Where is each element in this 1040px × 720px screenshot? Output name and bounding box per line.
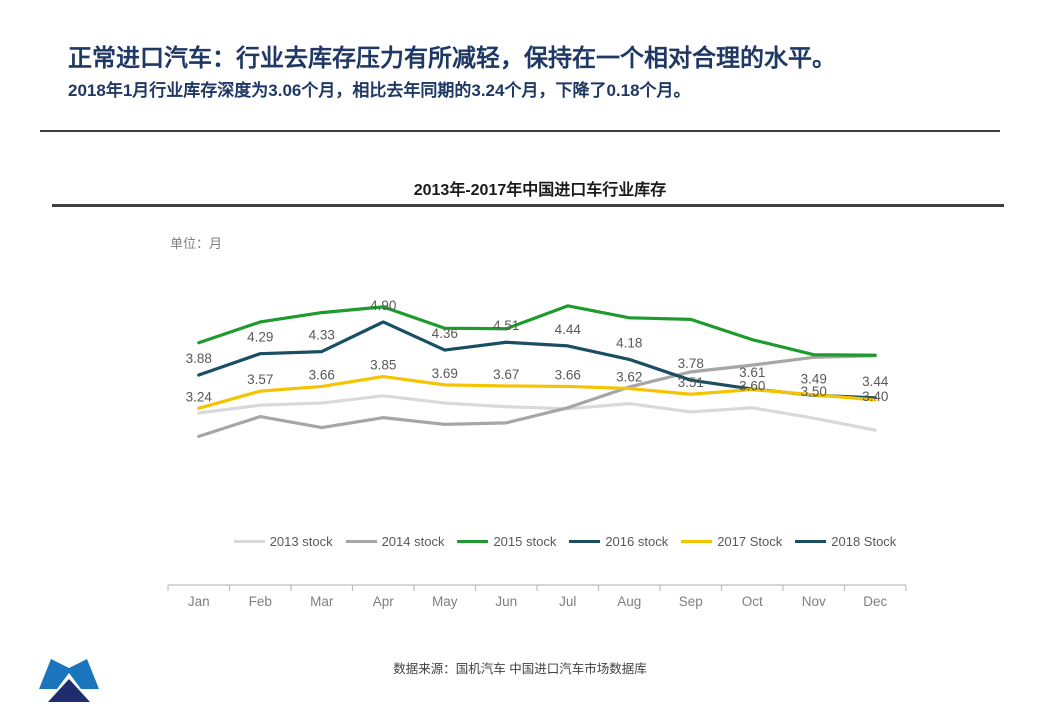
legend-item-2015-stock: 2015 stock — [457, 534, 556, 549]
data-label: 3.66 — [555, 367, 581, 382]
data-label: 3.78 — [678, 356, 704, 371]
data-source-note: 数据来源：国机汽车 中国进口汽车市场数据库 — [393, 662, 647, 676]
data-label: 4.18 — [616, 335, 642, 350]
page-title: 正常进口汽车：行业去库存压力有所减轻，保持在一个相对合理的水平。 — [68, 45, 836, 72]
slide-header: 正常进口汽车：行业去库存压力有所减轻，保持在一个相对合理的水平。 2018年1月… — [68, 44, 998, 102]
data-label: 4.44 — [555, 322, 582, 337]
data-label: 4.90 — [370, 298, 396, 313]
unit-label: 单位：月 — [170, 236, 223, 251]
data-label: 3.51 — [678, 375, 704, 390]
legend-swatch — [345, 539, 377, 544]
legend-item-2016-stock: 2016 stock — [569, 534, 668, 549]
legend-swatch — [233, 539, 265, 544]
legend-label: 2018 Stock — [831, 534, 897, 549]
legend-item-2017-stock: 2017 Stock — [681, 534, 782, 549]
data-label: 3.24 — [186, 389, 213, 404]
legend-item-2013-stock: 2013 stock — [233, 534, 333, 549]
legend-swatch — [457, 539, 489, 544]
x-axis-label: Sep — [679, 594, 703, 609]
legend-item-2014-stock: 2014 stock — [345, 534, 445, 549]
x-axis-label: Nov — [802, 594, 826, 609]
data-label: 4.33 — [309, 328, 335, 343]
data-label: 4.29 — [247, 330, 273, 345]
data-label: 3.88 — [186, 351, 212, 366]
legend-label: 2017 Stock — [717, 534, 783, 549]
series-line-2014-stock — [197, 354, 877, 438]
data-label: 4.36 — [432, 326, 458, 341]
data-label: 3.60 — [739, 379, 765, 394]
x-axis-label: Aug — [617, 594, 641, 609]
data-label: 4.51 — [493, 318, 519, 333]
legend-swatch — [569, 539, 601, 544]
x-axis-label: Jan — [188, 594, 210, 609]
chart-title: 2013年-2017年中国进口车行业库存 — [413, 182, 667, 199]
header-divider — [40, 130, 1000, 132]
x-axis-label: Apr — [373, 594, 395, 609]
legend-swatch — [681, 539, 713, 544]
x-axis-label: Oct — [742, 594, 763, 609]
legend-label: 2015 stock — [493, 534, 557, 549]
x-axis-label: May — [432, 594, 458, 609]
series-line-2017-stock — [197, 374, 877, 410]
data-label: 3.49 — [801, 371, 827, 386]
series-line-2015-stock — [197, 304, 877, 357]
chart-title-underline — [52, 204, 1004, 207]
x-axis-label: Jul — [559, 594, 576, 609]
data-label: 3.85 — [370, 358, 396, 373]
legend-swatch — [795, 539, 827, 544]
x-axis-label: Mar — [310, 594, 334, 609]
data-label: 3.40 — [862, 389, 888, 404]
company-logo-icon — [39, 659, 99, 702]
data-label: 3.66 — [309, 367, 335, 382]
line-chart: Jan Feb Mar Apr May Jun Jul Aug Sep Oct Nov Dec 3.88… — [167, 298, 907, 609]
data-label: 3.50 — [801, 384, 827, 399]
x-axis-label: Feb — [249, 594, 272, 609]
data-label: 3.69 — [432, 366, 458, 381]
page-subtitle: 2018年1月行业库存深度为3.06个月，相比去年同期的3.24个月，下降了0.… — [68, 81, 691, 100]
data-label: 3.57 — [247, 372, 273, 387]
legend-label: 2014 stock — [381, 534, 445, 549]
legend-label: 2013 stock — [269, 534, 333, 549]
legend-label: 2016 stock — [605, 534, 669, 549]
data-label: 3.44 — [862, 374, 889, 389]
data-label: 3.61 — [739, 365, 765, 380]
chart-legend: 2013 stock 2014 stock 2015 stock 2016 stock… — [150, 534, 980, 549]
x-axis-label: Dec — [863, 594, 887, 609]
legend-item-2018-stock: 2018 Stock — [795, 534, 896, 549]
data-label: 3.62 — [616, 370, 642, 385]
series-line-2013-stock — [197, 394, 877, 432]
data-label: 3.67 — [493, 367, 519, 382]
x-axis-label: Jun — [495, 594, 517, 609]
